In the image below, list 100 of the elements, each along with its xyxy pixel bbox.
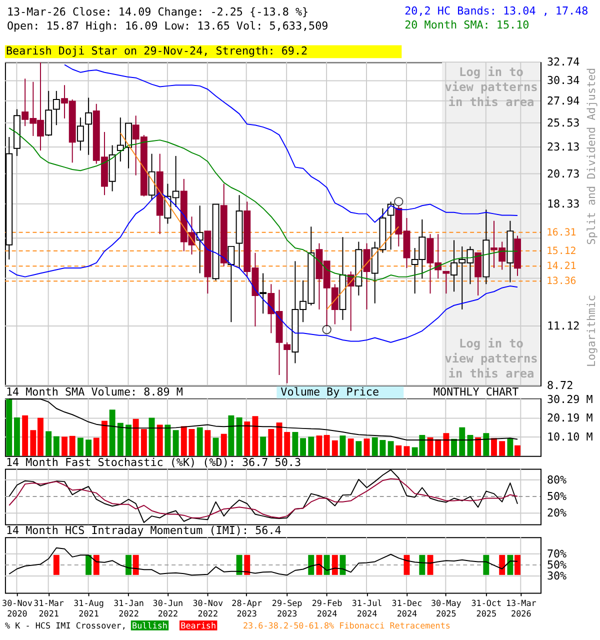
bar bbox=[46, 431, 52, 456]
y-tick-label: 11.12 bbox=[546, 319, 580, 332]
bar bbox=[514, 445, 520, 456]
annotation: Volume By Price bbox=[280, 385, 380, 398]
x-tick-label: 31-Jul 2024 bbox=[352, 598, 382, 619]
y-tick-label: 27.94 bbox=[546, 94, 580, 108]
candlestick bbox=[474, 252, 482, 296]
bar bbox=[435, 439, 442, 456]
bar bbox=[467, 434, 474, 456]
bar bbox=[148, 418, 155, 456]
bar bbox=[451, 438, 457, 456]
y-tick-label: 20% bbox=[546, 506, 568, 520]
text: Bearish bbox=[180, 620, 216, 630]
bar bbox=[499, 441, 506, 456]
candlestick bbox=[228, 246, 235, 323]
bar bbox=[180, 426, 187, 456]
line-series bbox=[8, 547, 518, 576]
text: Logarithmic bbox=[585, 294, 598, 367]
bar bbox=[220, 434, 227, 456]
bar bbox=[459, 427, 466, 456]
candlestick bbox=[442, 270, 450, 294]
bar bbox=[132, 418, 139, 456]
bar bbox=[284, 432, 290, 456]
text: Bearish Doji Star on 29-Nov-24, Strength: 69.2 bbox=[6, 44, 308, 58]
bar bbox=[204, 430, 211, 456]
bar bbox=[212, 438, 219, 456]
bar bbox=[507, 438, 514, 456]
y-tick-label: 8.72 bbox=[546, 378, 574, 392]
y-tick-label: 23.13 bbox=[546, 140, 580, 154]
candlestick bbox=[85, 97, 92, 156]
bar bbox=[340, 436, 346, 456]
bar bbox=[252, 416, 258, 456]
bar bbox=[117, 422, 124, 456]
y-tick-label: 30.29 M bbox=[546, 392, 594, 406]
bar bbox=[364, 438, 370, 456]
candlestick bbox=[52, 90, 60, 126]
bar bbox=[388, 441, 394, 456]
y-tick-label: 18.33 bbox=[546, 197, 580, 210]
bar bbox=[332, 440, 338, 456]
chart-title: 14 Month HCS Intraday Momentum (IMI): 56.4 bbox=[6, 524, 282, 538]
x-tick-label: 31-Jan 2022 bbox=[114, 598, 144, 619]
x-tick-label: 28-Apr 2023 bbox=[232, 598, 262, 619]
x-tick-label: 31-Mar 2021 bbox=[34, 598, 64, 619]
line-series bbox=[8, 478, 518, 518]
bar bbox=[140, 428, 147, 456]
x-tick-label: 29-Sep 2023 bbox=[272, 598, 302, 619]
ref-line-label: 14.21 bbox=[546, 261, 576, 272]
bar bbox=[6, 398, 12, 456]
bar bbox=[475, 437, 482, 456]
x-tick-label: 31-Dec 2024 bbox=[392, 598, 422, 619]
bar bbox=[196, 427, 203, 456]
bar bbox=[53, 436, 60, 456]
chart-title: 13-Mar-26 Close: 14.09 Change: -2.25 {-13.8 %} bbox=[6, 6, 309, 19]
y-tick-label: 20.19 M bbox=[546, 412, 594, 425]
chart-title: 14 Month Fast Stochastic (%K) (%D): 36.7 50.3 bbox=[6, 456, 302, 469]
bar bbox=[14, 417, 20, 456]
text: 23.6-38.2-50-61.8% Fibonacci Retracements bbox=[242, 620, 450, 630]
bar bbox=[300, 438, 306, 456]
candlestick bbox=[196, 205, 204, 274]
bar bbox=[348, 438, 354, 456]
bar bbox=[102, 420, 108, 456]
bar bbox=[276, 422, 282, 456]
bar bbox=[396, 445, 402, 456]
text: 20 Month SMA: 15.10 bbox=[404, 18, 530, 32]
bar bbox=[126, 424, 132, 456]
bar bbox=[260, 436, 266, 456]
y-tick-label: 50% bbox=[546, 490, 568, 503]
ref-line-label: 15.12 bbox=[546, 246, 576, 257]
bar bbox=[188, 428, 195, 456]
bar bbox=[443, 433, 450, 456]
bar bbox=[236, 417, 242, 456]
y-tick-label: 32.74 bbox=[546, 56, 580, 69]
bar bbox=[483, 433, 490, 456]
annotation: MONTHLY CHART bbox=[433, 385, 520, 398]
bar bbox=[164, 424, 171, 456]
x-tick-label: 30-Jun 2022 bbox=[152, 598, 184, 619]
bar bbox=[292, 432, 298, 456]
text: Bullish bbox=[132, 620, 168, 630]
candlestick bbox=[76, 117, 84, 152]
x-tick-label: 30-Nov 2022 bbox=[192, 598, 224, 619]
bar bbox=[109, 410, 116, 456]
bar bbox=[69, 436, 76, 456]
text: 20,2 HC Bands: 13.04 , 17.48 bbox=[404, 4, 588, 18]
y-axis-title: Split and Dividend Adjusted bbox=[585, 68, 598, 245]
bar bbox=[404, 446, 410, 456]
x-tick-label: 31-Oct 2025 bbox=[471, 598, 502, 619]
y-tick-label: 10.10 M bbox=[546, 430, 594, 444]
y-tick-label: 30% bbox=[546, 570, 568, 583]
bar bbox=[491, 438, 497, 456]
y-tick-label: 80% bbox=[546, 473, 568, 486]
ref-line-label: 13.36 bbox=[546, 276, 576, 288]
bar bbox=[228, 415, 234, 456]
bar bbox=[356, 441, 362, 456]
bar bbox=[62, 436, 68, 456]
y-tick-label: 30.34 bbox=[546, 74, 580, 88]
y-tick-label: 20.73 bbox=[546, 167, 580, 180]
bar bbox=[77, 438, 84, 456]
bar bbox=[268, 428, 274, 456]
candlestick bbox=[260, 272, 267, 314]
bar bbox=[244, 422, 250, 456]
